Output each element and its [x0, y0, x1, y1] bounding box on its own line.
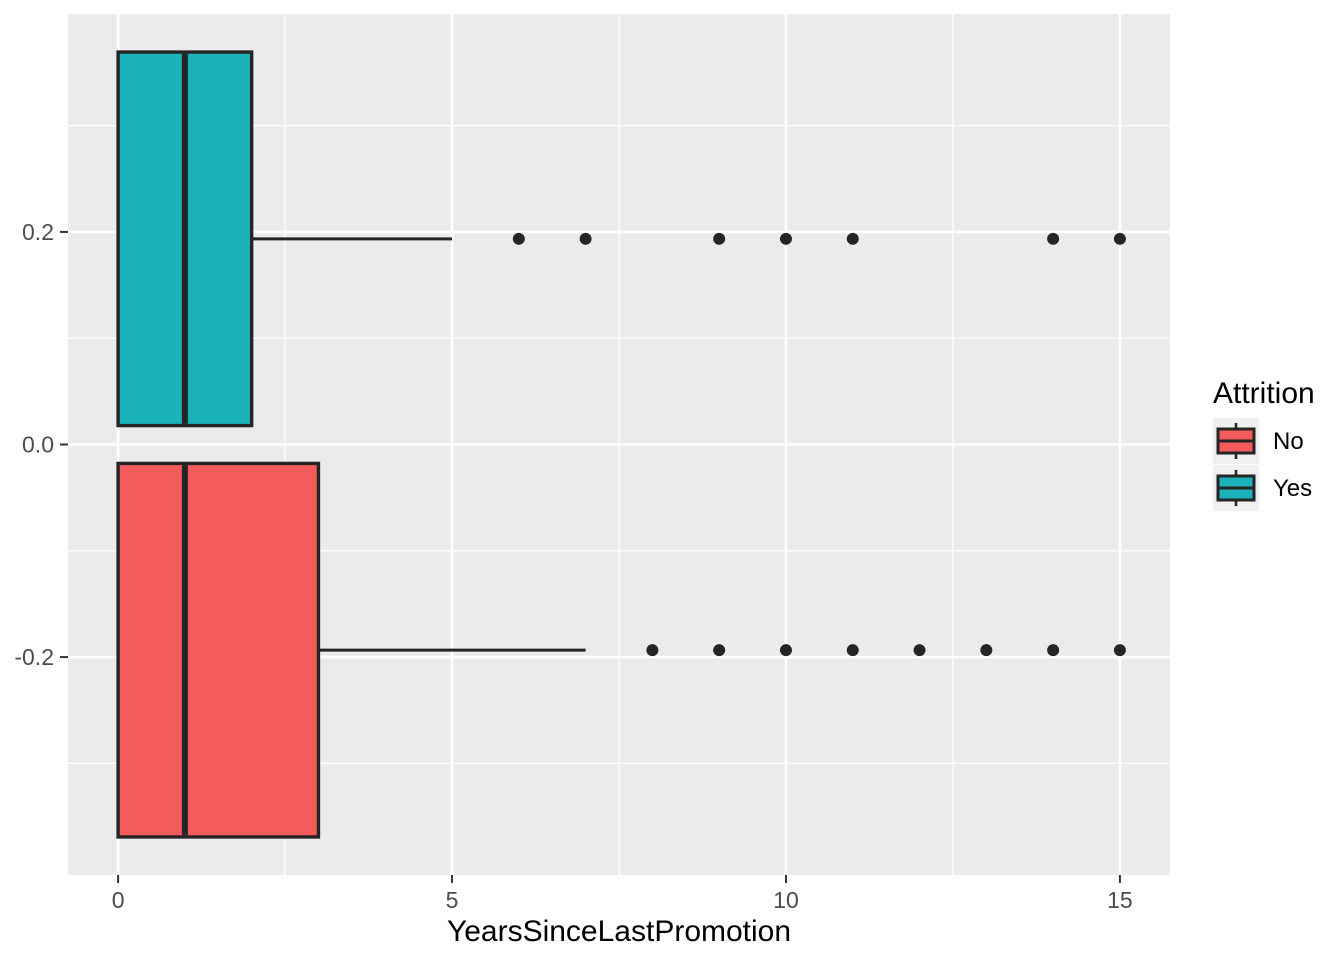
x-axis-title: YearsSinceLastPromotion — [447, 915, 791, 948]
outlier-point-yes — [779, 232, 792, 245]
x-tick-label: 15 — [1107, 887, 1133, 913]
outlier-point-no — [913, 644, 926, 657]
outlier-point-no — [980, 644, 993, 657]
outlier-point-yes — [846, 232, 859, 245]
y-tick-label: 0.0 — [22, 432, 54, 458]
legend-label-yes: Yes — [1273, 475, 1312, 502]
outlier-point-no — [1047, 644, 1060, 657]
legend-label-no: No — [1273, 428, 1304, 455]
outlier-point-yes — [1047, 232, 1060, 245]
outlier-point-yes — [713, 232, 726, 245]
x-tick-label: 10 — [773, 887, 799, 913]
plot-panel: 0 5 10 15 0.2 0.0 -0.2 — [14, 14, 1170, 913]
x-tick-label: 5 — [446, 887, 459, 913]
outlier-point-no — [1113, 644, 1126, 657]
outlier-point-no — [713, 644, 726, 657]
outlier-point-no — [846, 644, 859, 657]
outlier-point-yes — [579, 232, 592, 245]
box-no — [116, 461, 321, 839]
legend: Attrition No Yes — [1213, 377, 1315, 511]
outlier-point-yes — [1113, 232, 1126, 245]
legend-title: Attrition — [1213, 377, 1315, 410]
y-tick-label: 0.2 — [22, 219, 54, 245]
x-tick-label: 0 — [112, 887, 125, 913]
outlier-point-no — [779, 644, 792, 657]
y-tick-label: -0.2 — [14, 644, 54, 670]
outlier-point-yes — [512, 232, 525, 245]
outlier-point-no — [646, 644, 659, 657]
